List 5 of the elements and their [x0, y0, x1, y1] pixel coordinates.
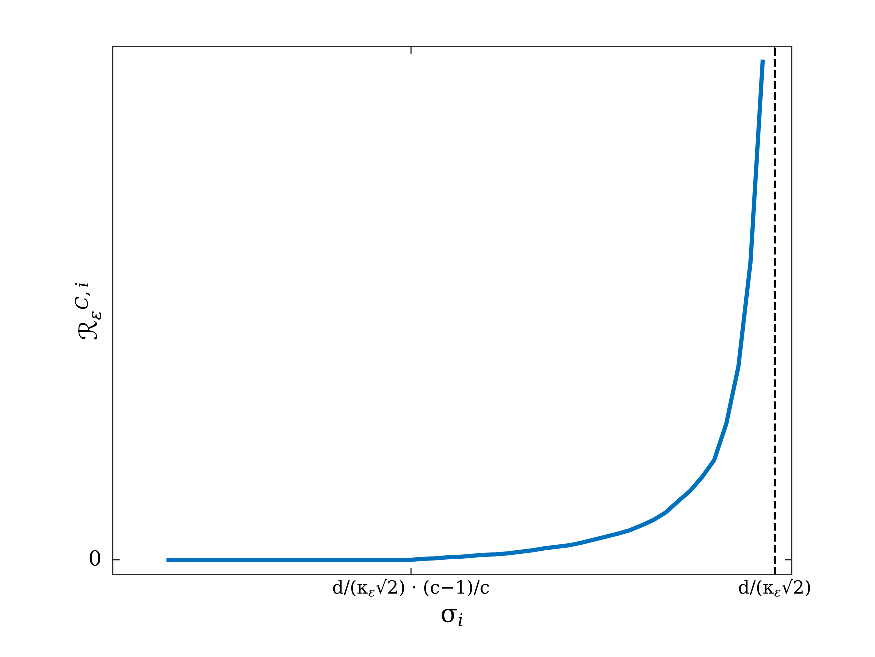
text: 0 — [90, 550, 101, 566]
x-tick-label: d/(κ$_{ε}$√2) — [739, 579, 810, 597]
y-axis-title: ℛ$_{ε}$$^{C,i}$ — [75, 283, 102, 340]
x-axis-title: σ$_{i}$ — [442, 609, 463, 626]
x-tick-label: d/(κ$_{ε}$√2) · (c−1)/c — [333, 579, 490, 597]
